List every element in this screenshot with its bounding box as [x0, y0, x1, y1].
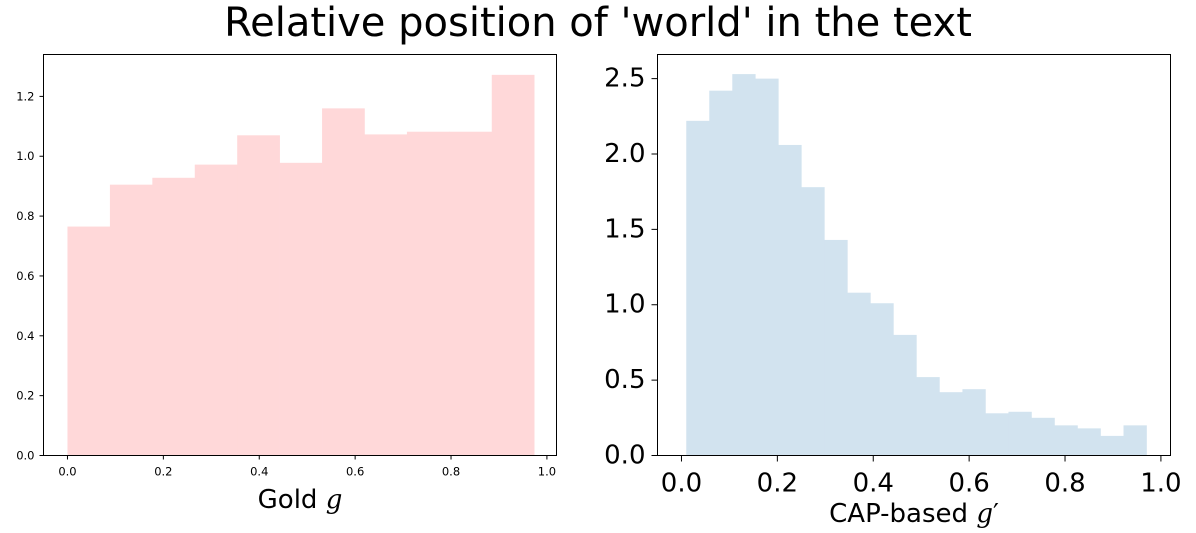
gold-axes-frame [43, 54, 557, 456]
cap-bar [1100, 435, 1124, 456]
gold-x-tick-label: 1.0 [538, 465, 556, 479]
cap-x-tick-label: 1.0 [1140, 469, 1181, 499]
gold-bar [67, 226, 111, 456]
cap-y-tick-label: 1.0 [604, 290, 645, 320]
cap-bar [801, 187, 825, 456]
cap-x-tick-label: 0.4 [853, 469, 894, 499]
cap-bar [1008, 411, 1032, 456]
gold-x-label-text: Gold [258, 485, 326, 515]
cap-bar [1123, 425, 1147, 456]
gold-bar [364, 134, 408, 456]
gold-y-tick-label: 0.2 [16, 389, 34, 403]
cap-bar [985, 413, 1009, 456]
cap-y-tick-label: 2.0 [604, 139, 645, 169]
cap-x-tick-label: 0.0 [661, 469, 702, 499]
gold-bars [67, 74, 535, 456]
cap-x-label-text: CAP-based [829, 499, 976, 529]
gold-y-axis: 0.0 0.2 0.4 0.6 0.8 1.0 1.2 [16, 89, 44, 463]
gold-x-axis: 0.0 0.2 0.4 0.6 0.8 1.0 [58, 455, 556, 479]
gold-bar [406, 131, 450, 456]
cap-y-tick-label: 0.0 [604, 441, 645, 471]
cap-x-tick-label: 0.6 [948, 469, 989, 499]
cap-x-axis-label: CAP-based g′ [829, 499, 999, 529]
cap-x-tick-label: 0.8 [1044, 469, 1085, 499]
gold-x-tick-label: 0.4 [250, 465, 268, 479]
gold-histogram-panel: 0.0 0.2 0.4 0.6 0.8 1.0 0.0 0.2 0.4 0.6 0.8 1.0 1.2… [16, 54, 557, 515]
cap-bar [732, 74, 756, 456]
gold-bar [322, 108, 365, 456]
cap-x-label-var: g [976, 499, 993, 529]
gold-x-tick-label: 0.6 [346, 465, 364, 479]
cap-bar [962, 389, 986, 456]
cap-bar [1031, 417, 1055, 456]
gold-y-tick-label: 0.8 [16, 209, 34, 223]
cap-x-label-prime: ′ [993, 499, 999, 529]
cap-bar [916, 377, 940, 456]
gold-x-tick-label: 0.8 [442, 465, 460, 479]
gold-bar [237, 135, 280, 456]
gold-y-tick-label: 0.4 [16, 329, 34, 343]
cap-axes-frame [657, 54, 1171, 456]
cap-bar [709, 90, 733, 456]
figure-title: Relative position of 'world' in the text [224, 0, 972, 46]
gold-bar [152, 177, 196, 456]
gold-x-label-var: g [326, 485, 343, 515]
cap-x-axis: 0.0 0.2 0.4 0.6 0.8 1.0 [661, 455, 1182, 499]
gold-x-axis-label: Gold g [258, 485, 343, 515]
cap-bar [939, 392, 963, 456]
gold-y-tick-label: 1.2 [16, 89, 34, 103]
cap-y-tick-label: 1.5 [604, 214, 645, 244]
cap-y-tick-label: 0.5 [604, 365, 645, 395]
cap-bar [870, 303, 894, 456]
gold-bar [449, 131, 493, 456]
gold-y-tick-label: 0.6 [16, 269, 34, 283]
cap-histogram-panel: 0.0 0.2 0.4 0.6 0.8 1.0 0.0 0.5 1.0 1.5 2.0 2.5 CA… [604, 54, 1182, 529]
cap-bars [686, 74, 1147, 456]
gold-x-tick-label: 0.0 [58, 465, 76, 479]
gold-y-tick-label: 0.0 [16, 449, 34, 463]
gold-bar [279, 162, 323, 456]
cap-bar [824, 239, 848, 456]
cap-bar [1054, 425, 1078, 456]
cap-bar [686, 120, 710, 456]
cap-bar [893, 334, 917, 456]
cap-bar [755, 78, 779, 456]
cap-y-axis: 0.0 0.5 1.0 1.5 2.0 2.5 [604, 64, 658, 471]
gold-bar [194, 164, 238, 456]
gold-bar [491, 74, 535, 456]
gold-y-tick-label: 1.0 [16, 149, 34, 163]
gold-x-tick-label: 0.2 [154, 465, 172, 479]
cap-bar [1077, 428, 1101, 456]
cap-y-tick-label: 2.5 [604, 64, 645, 94]
cap-x-tick-label: 0.2 [757, 469, 798, 499]
cap-bar [847, 292, 871, 456]
cap-bar [778, 144, 802, 456]
gold-bar [109, 184, 153, 456]
